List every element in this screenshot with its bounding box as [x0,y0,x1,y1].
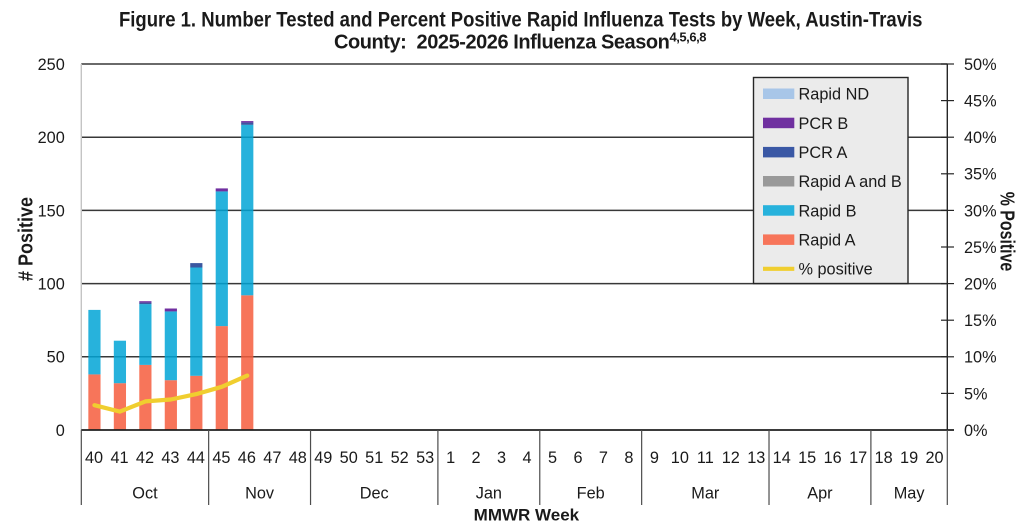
svg-text:Dec: Dec [360,485,389,503]
svg-text:45%: 45% [964,93,997,111]
svg-text:20: 20 [925,449,943,467]
svg-text:12: 12 [722,449,740,467]
svg-text:Rapid ND: Rapid ND [799,86,870,104]
svg-text:Apr: Apr [807,485,833,503]
svg-text:35%: 35% [964,166,997,184]
svg-text:19: 19 [900,449,918,467]
svg-text:11: 11 [697,449,714,467]
svg-text:Mar: Mar [691,485,720,503]
svg-text:250: 250 [38,56,65,74]
svg-text:18: 18 [875,449,893,467]
svg-text:# Positive: # Positive [15,197,37,281]
svg-text:PCR B: PCR B [799,115,849,133]
svg-text:0%: 0% [964,422,988,440]
svg-text:48: 48 [289,449,307,467]
svg-text:0: 0 [56,422,65,440]
svg-text:Jan: Jan [476,485,502,503]
svg-text:8: 8 [624,449,633,467]
svg-text:1: 1 [446,449,455,467]
svg-text:% positive: % positive [799,261,873,279]
svg-text:42: 42 [136,449,154,467]
svg-text:County: 2025-2026 Influenza S: County: 2025-2026 Influenza Season4,5,6,… [334,29,706,53]
svg-text:49: 49 [314,449,332,467]
svg-text:7: 7 [599,449,608,467]
svg-text:53: 53 [416,449,434,467]
svg-text:Oct: Oct [132,485,158,503]
svg-text:43: 43 [161,449,179,467]
svg-text:40%: 40% [964,129,997,147]
svg-text:45: 45 [212,449,230,467]
svg-text:17: 17 [849,449,867,467]
svg-text:MMWR Week: MMWR Week [474,506,580,525]
svg-text:4: 4 [522,449,531,467]
svg-text:47: 47 [263,449,281,467]
svg-text:3: 3 [497,449,506,467]
svg-text:150: 150 [38,202,65,220]
svg-text:52: 52 [391,449,409,467]
svg-text:10%: 10% [964,349,997,367]
svg-text:41: 41 [110,449,128,467]
svg-text:13: 13 [747,449,765,467]
svg-text:10: 10 [671,449,689,467]
svg-text:Figure 1. Number Tested and Pe: Figure 1. Number Tested and Percent Posi… [119,8,923,31]
svg-text:30%: 30% [964,202,997,220]
svg-text:% Positive: % Positive [996,192,1018,272]
svg-text:44: 44 [187,449,205,467]
svg-text:100: 100 [38,276,65,294]
svg-text:50%: 50% [964,56,997,74]
svg-text:Feb: Feb [577,485,605,503]
svg-text:15%: 15% [964,312,997,330]
svg-text:9: 9 [650,449,659,467]
svg-text:46: 46 [238,449,256,467]
svg-text:PCR A: PCR A [799,144,848,162]
svg-text:50: 50 [47,349,65,367]
svg-text:2: 2 [472,449,481,467]
svg-text:May: May [894,485,926,503]
svg-text:50: 50 [340,449,358,467]
svg-text:51: 51 [365,449,383,467]
svg-text:5: 5 [548,449,557,467]
svg-text:25%: 25% [964,239,997,257]
svg-text:14: 14 [773,449,791,467]
svg-text:16: 16 [824,449,842,467]
svg-text:200: 200 [38,129,65,147]
svg-text:15: 15 [798,449,816,467]
svg-text:5%: 5% [964,385,988,403]
svg-text:Rapid B: Rapid B [799,202,857,220]
svg-text:40: 40 [85,449,103,467]
svg-text:Nov: Nov [245,485,275,503]
svg-text:20%: 20% [964,276,997,294]
svg-text:Rapid A: Rapid A [799,232,856,250]
svg-text:Rapid A and B: Rapid A and B [799,173,902,191]
svg-text:6: 6 [573,449,582,467]
